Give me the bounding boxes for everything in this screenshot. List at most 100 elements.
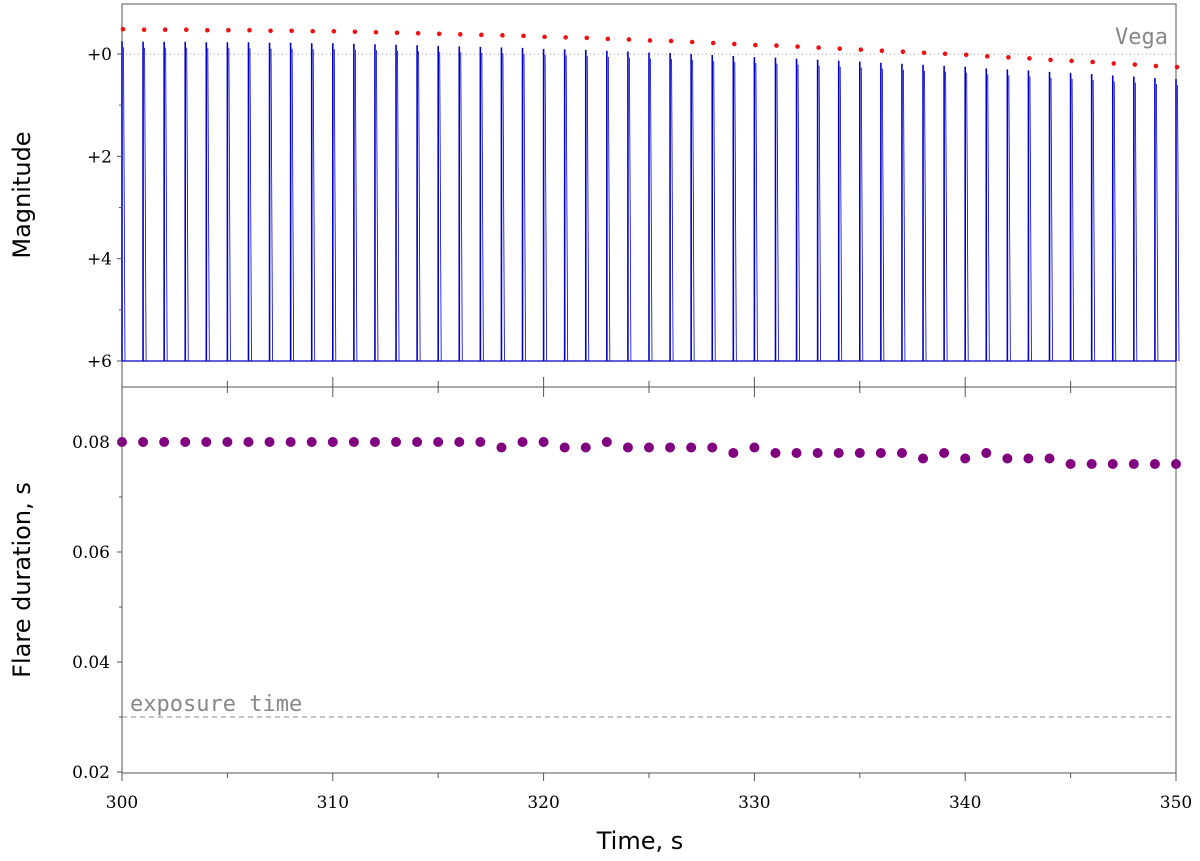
magnitude-tick-label: +4 xyxy=(87,250,112,270)
peak-marker xyxy=(373,29,379,35)
peak-marker xyxy=(457,32,463,37)
flare-decay xyxy=(692,59,695,362)
flare-decay xyxy=(755,63,758,362)
peak-marker xyxy=(1153,63,1159,69)
flare-decay xyxy=(1177,85,1180,362)
peak-marker xyxy=(984,54,990,59)
duration-point xyxy=(1107,459,1118,469)
peak-marker xyxy=(1048,57,1053,63)
flare-decay xyxy=(650,58,653,362)
peak-marker xyxy=(415,31,421,36)
flare-decay xyxy=(376,50,379,362)
duration-tick-label: 0.06 xyxy=(72,543,110,563)
time-tick-label: 350 xyxy=(1160,793,1192,813)
duration-point xyxy=(644,442,654,453)
duration-point xyxy=(391,437,402,447)
flare-decay xyxy=(1029,76,1032,362)
peak-marker xyxy=(879,48,885,53)
flare-decay xyxy=(270,48,273,362)
flare-decay xyxy=(228,48,231,362)
time-tick-label: 330 xyxy=(738,793,770,813)
flare-decay xyxy=(439,51,442,362)
peak-marker xyxy=(205,27,210,33)
flare-decay xyxy=(1092,79,1096,362)
duration-point xyxy=(1128,459,1139,469)
peak-marker xyxy=(668,38,674,44)
flare-decay xyxy=(502,53,505,362)
duration-point xyxy=(1002,453,1013,464)
duration-point xyxy=(812,448,823,458)
duration-point xyxy=(749,442,760,453)
magnitude-axis-title: Magnitude xyxy=(8,131,36,258)
peak-marker xyxy=(900,49,906,55)
duration-point xyxy=(580,442,591,453)
duration-point xyxy=(601,437,612,447)
duration-point xyxy=(960,453,971,464)
duration-tick-label: 0.04 xyxy=(72,653,110,673)
peak-marker xyxy=(310,28,316,34)
duration-point xyxy=(369,437,380,447)
peak-marker xyxy=(394,30,400,36)
duration-point xyxy=(707,442,718,453)
peak-marker xyxy=(963,52,969,58)
flare-decay xyxy=(839,66,843,362)
magnitude-tick-label: +2 xyxy=(87,147,112,167)
flare-decay xyxy=(1071,78,1074,362)
duration-point xyxy=(517,437,528,447)
duration-point xyxy=(896,448,907,458)
duration-point xyxy=(327,437,338,447)
duration-point xyxy=(770,448,781,458)
duration-point xyxy=(454,437,465,447)
flare-decay xyxy=(607,56,611,362)
flare-decay xyxy=(291,48,295,362)
flare-decay xyxy=(586,55,590,362)
peak-marker xyxy=(1069,58,1074,64)
duration-points-group xyxy=(117,437,1181,469)
peak-marker xyxy=(162,27,168,33)
peak-marker xyxy=(816,45,821,50)
peak-marker xyxy=(563,35,568,40)
peak-marker xyxy=(500,33,505,38)
duration-point xyxy=(559,442,570,453)
time-tick-label: 310 xyxy=(317,793,349,813)
flare-decay xyxy=(881,68,885,362)
peak-marker xyxy=(268,28,273,34)
peak-marker xyxy=(837,46,843,51)
duration-point xyxy=(138,437,149,447)
flare-decay xyxy=(1156,84,1159,362)
time-tick-label: 340 xyxy=(949,793,981,813)
duration-axis-title: Flare duration, s xyxy=(8,482,36,678)
flare-decay xyxy=(1008,75,1011,362)
peak-marker xyxy=(774,43,779,48)
peak-marker xyxy=(753,42,758,48)
flare-decay xyxy=(565,55,569,362)
duration-point xyxy=(243,437,254,447)
duration-point xyxy=(665,442,676,453)
duration-point xyxy=(180,437,191,447)
flare-decay xyxy=(144,47,147,362)
magnitude-tick-label: +6 xyxy=(87,352,112,372)
peak-markers-group xyxy=(120,26,1180,70)
peak-marker xyxy=(921,50,927,56)
flare-decay xyxy=(123,47,126,362)
duration-point xyxy=(833,448,844,458)
duration-point xyxy=(348,437,359,447)
time-tick-label: 300 xyxy=(106,793,138,813)
peak-marker xyxy=(289,28,294,34)
flare-decay xyxy=(165,47,168,362)
duration-point xyxy=(222,437,233,447)
exposure-time-label: exposure time xyxy=(130,692,302,717)
duration-point xyxy=(1149,459,1160,469)
duration-point xyxy=(1023,453,1034,464)
duration-point xyxy=(981,448,992,458)
peak-marker xyxy=(1090,59,1095,65)
duration-point xyxy=(728,448,739,458)
duration-point xyxy=(939,448,950,458)
peak-marker xyxy=(647,38,653,43)
flare-decay xyxy=(734,62,737,362)
peak-marker xyxy=(436,31,442,37)
flare-decay xyxy=(418,51,421,362)
flare-decay xyxy=(481,52,484,362)
peak-marker xyxy=(542,34,547,40)
duration-tick-label: 0.08 xyxy=(72,433,110,453)
